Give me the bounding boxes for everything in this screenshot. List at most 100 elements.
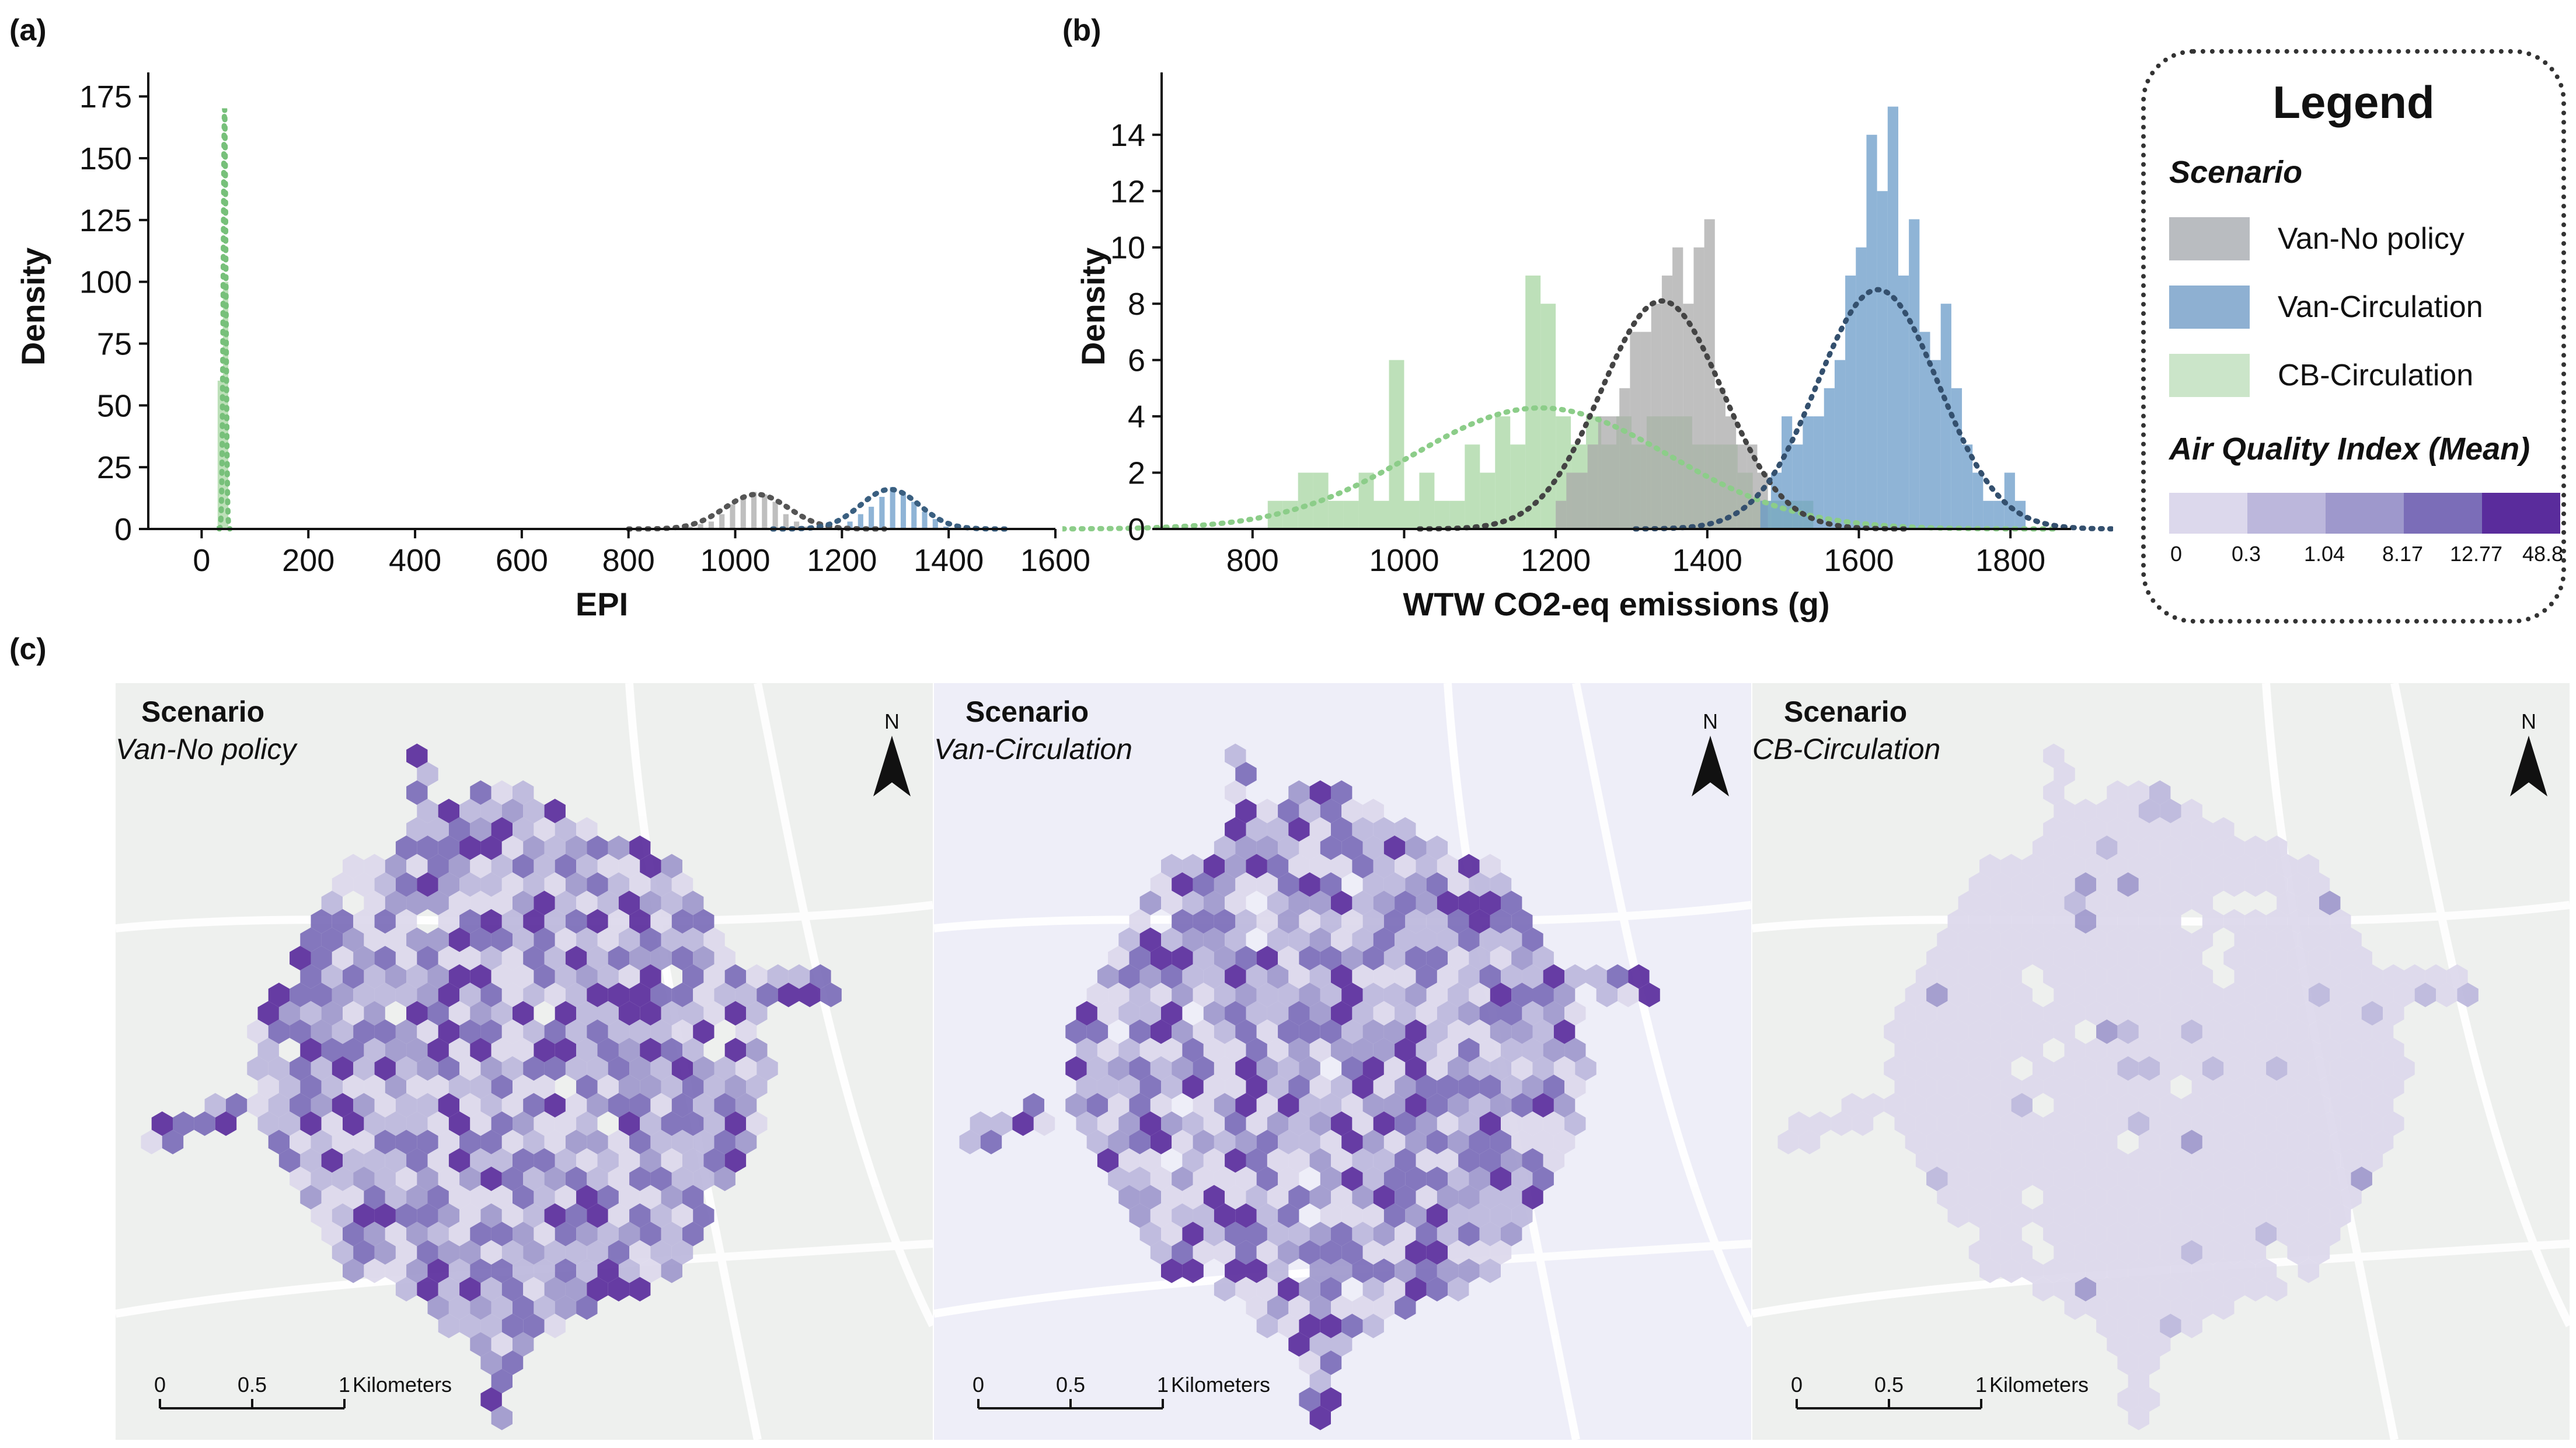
hex-cell [385,890,407,916]
hex-cell [1299,1056,1320,1081]
hex-cell [671,1240,693,1265]
hex-cell [1543,1038,1565,1063]
hex-cell [2064,890,2086,916]
hex-cell [1362,872,1384,897]
hex-cell [629,1240,651,1265]
hex-cell [565,983,587,1007]
hex-cell [1947,1167,1969,1191]
hex-cell [2351,1019,2372,1044]
hex-cell [353,1130,375,1154]
hex-cell [491,890,513,916]
hex-cell [2075,799,2097,823]
hex-cell [1256,946,1278,970]
hex-cell [2149,927,2171,952]
hex-cell [1172,1240,1193,1265]
hex-cell [534,1258,555,1283]
hex-cell [290,946,311,970]
hex-cell [1395,1221,1416,1247]
hex-cell [1416,1221,1437,1247]
hist-bar [1598,416,1609,529]
hex-cell [2128,1038,2149,1063]
hex-cell [278,1001,301,1026]
hex-cell [385,1074,407,1099]
hex-cell [618,1001,640,1026]
hex-cell [1373,1111,1395,1136]
hex-cell [1979,927,2001,952]
hex-cell [2298,1111,2319,1136]
hex-cell [650,1130,672,1154]
hex-cell [2191,1221,2214,1247]
hex-cell [2085,854,2107,879]
hex-cell [2117,836,2139,860]
hex-cell [2191,1148,2214,1173]
hex-cell [1108,1056,1130,1081]
hex-cell [1225,890,1246,916]
hex-cell [1193,1203,1214,1228]
hex-cell [1448,1056,1469,1081]
hex-cell [1214,1019,1236,1044]
hex-cell [1235,1093,1257,1118]
hex-cell [1884,1056,1905,1081]
hex-cell [523,909,545,934]
hex-cell [1501,964,1522,989]
hex-cell [565,872,587,897]
hex-cell [2075,1277,2097,1301]
hex-cell [746,1074,768,1099]
hex-cell [2383,1038,2404,1063]
hex-cell [2234,1258,2256,1283]
hist-bar [783,514,789,529]
hex-cell [1288,964,1310,989]
hex-cell [417,1167,438,1191]
hex-cell [427,1038,449,1063]
hex-cell [746,1001,768,1026]
hex-cell [470,1111,492,1136]
hex-cell [597,890,619,916]
hex-cell [1193,1093,1214,1118]
hex-cell [459,909,481,934]
hex-cell [459,872,481,897]
hex-cell [2117,1167,2139,1191]
hex-cell [321,1221,343,1247]
hex-cell [2149,1185,2171,1210]
hex-cell [343,964,364,989]
hex-cell [2085,1185,2107,1210]
hex-cell [597,1258,619,1283]
hex-cell [1214,1203,1236,1228]
hex-cell [682,1221,704,1247]
hex-cell [1479,964,1501,989]
hex-cell [480,1056,502,1081]
hex-cell [2043,1185,2065,1210]
hex-cell [2160,983,2181,1007]
hex-cell [1129,983,1151,1007]
hist-bar [1940,304,1951,529]
hex-cell [1405,1203,1427,1228]
hex-cell [290,1019,311,1044]
hex-cell [2223,1056,2245,1081]
hex-cell [1383,1019,1406,1044]
hex-cell [513,854,534,879]
hex-cell [1065,1093,1087,1118]
aqi-tick: 0.3 [2231,542,2261,566]
hex-cell [364,1038,385,1063]
hex-cell [587,1130,608,1154]
hex-cell [1097,1111,1119,1136]
hex-cell [1288,1074,1310,1099]
hex-cell [427,817,449,842]
hex-cell [268,983,290,1007]
hex-cell [1108,1167,1130,1191]
hex-cell [459,983,481,1007]
map-scenario-label: Scenario [965,695,1089,728]
hex-cell [459,1203,481,1228]
hex-cell [608,1019,630,1044]
hex-cell [2043,1148,2065,1173]
hex-cell [1979,1074,2001,1099]
hist-bar [1343,500,1359,529]
hex-cell [2340,964,2362,989]
hex-cell [2361,1111,2383,1136]
hex-cell [2054,909,2075,934]
hex-cell [2160,1314,2181,1338]
hex-cell [565,946,587,970]
hex-cell [2244,1130,2267,1154]
hex-cell [2181,872,2202,897]
hex-cell [640,1221,661,1247]
